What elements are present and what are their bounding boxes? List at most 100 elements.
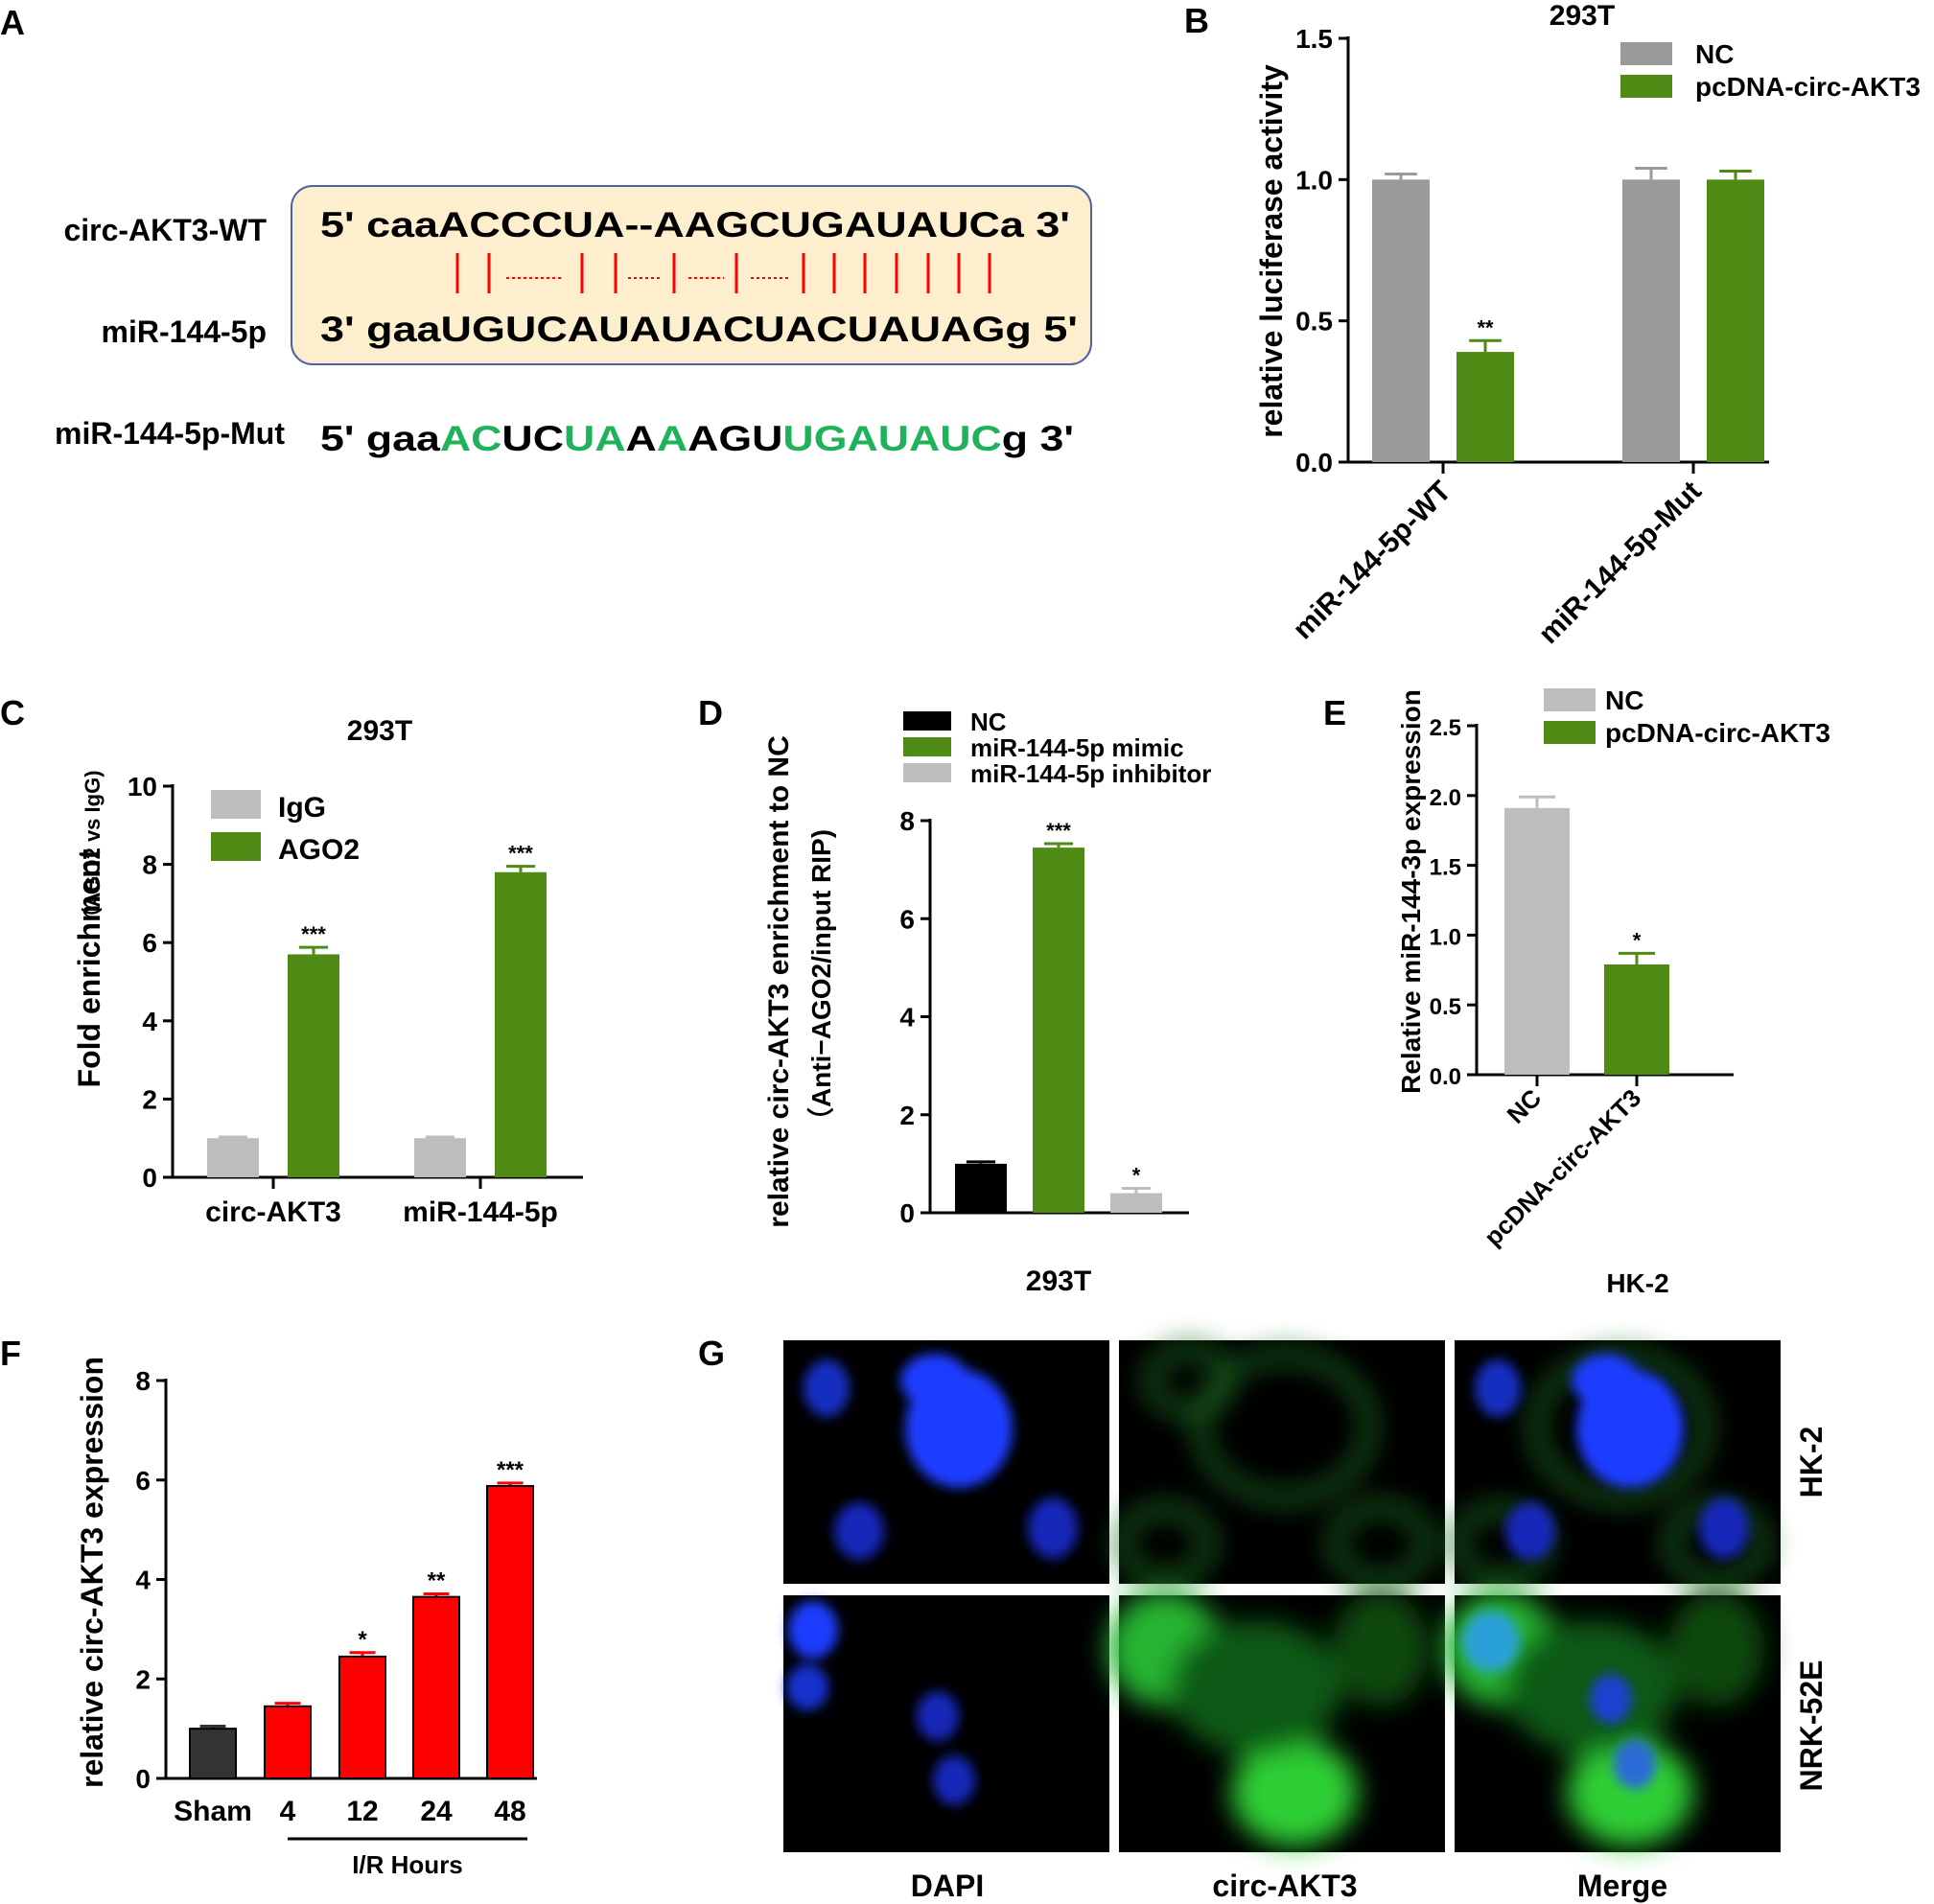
y-axis-subtitle: （AGO2 vs IgG) <box>81 770 105 928</box>
x-tick-label: miR-144-5p-Mut <box>1533 476 1708 650</box>
bar-outline <box>486 1484 534 1779</box>
y-tick-label: 6 <box>142 928 157 958</box>
y-tick-label: 2 <box>135 1664 151 1694</box>
y-tick-label: 1.5 <box>1430 855 1461 881</box>
legend-swatch <box>903 737 951 756</box>
y-tick-label: 0.0 <box>1295 448 1333 477</box>
bar <box>1372 179 1430 463</box>
bar-outline <box>338 1655 386 1779</box>
panel-label-c: C <box>0 693 25 732</box>
chart-e-mir-expression: 0.00.51.01.52.02.5NC*pcDNA-circ-AKT3NCpc… <box>1396 685 1830 1298</box>
panel-g: DAPI circ-AKT3 Merge HK-2 NRK-52E <box>783 1340 1829 1903</box>
legend-swatch <box>1620 75 1672 98</box>
y-axis-title: relative circ-AKT3 enrichment to NC <box>763 735 795 1227</box>
panel-label-g: G <box>698 1334 725 1373</box>
mutated-bases: UGAUAUC <box>782 419 1001 458</box>
sequence-mir-144-5p-mut: 5' gaa AC UC UA A A AGU UGAUAUC g 3' <box>320 419 1074 458</box>
bar-outline <box>189 1728 237 1779</box>
y-tick-label: 2.0 <box>1430 785 1461 811</box>
significance-marker: *** <box>301 922 326 946</box>
column-label-dapi: DAPI <box>911 1869 984 1903</box>
column-label-circ-akt3: circ-AKT3 <box>1212 1869 1357 1903</box>
y-tick-label: 4 <box>899 1003 915 1033</box>
x-axis-title: I/R Hours <box>352 1850 463 1879</box>
bar <box>339 1656 385 1778</box>
sequence-segment: 3' gaaUGUCAUAUACUACUAUAGg 5' <box>320 310 1078 349</box>
bar <box>1110 1193 1162 1213</box>
y-tick-label: 6 <box>135 1466 151 1496</box>
panel-label-d: D <box>698 693 723 732</box>
y-tick-label: 0.5 <box>1295 307 1333 337</box>
y-tick-label: 4 <box>135 1566 151 1595</box>
legend-label: pcDNA-circ-AKT3 <box>1605 718 1830 748</box>
bar <box>207 1138 259 1177</box>
y-tick-label: 10 <box>128 772 157 801</box>
legend-label: IgG <box>278 792 326 824</box>
x-tick-label: Sham <box>174 1796 252 1827</box>
binding-site-box <box>291 185 1092 365</box>
significance-marker: *** <box>497 1457 524 1483</box>
bar <box>955 1163 1007 1213</box>
bar <box>265 1706 311 1778</box>
y-tick-label: 0.5 <box>1430 994 1461 1020</box>
bar <box>495 871 547 1177</box>
mutated-bases: A <box>657 419 687 458</box>
bar <box>1622 179 1680 463</box>
significance-marker: * <box>358 1627 367 1653</box>
micrograph-nrk52e-dapi <box>783 1595 1109 1852</box>
legend-swatch <box>903 763 951 782</box>
x-tick-label: 12 <box>346 1796 378 1827</box>
row-label-nrk52e: NRK-52E <box>1794 1660 1829 1792</box>
legend-label: miR-144-5p inhibitor <box>970 759 1211 788</box>
row-label-hk2: HK-2 <box>1794 1427 1829 1498</box>
significance-marker: *** <box>1046 819 1071 843</box>
row-label-mir-144-5p: miR-144-5p <box>102 314 268 349</box>
y-tick-label: 0.0 <box>1430 1064 1461 1090</box>
micrograph-nrk52e-merge <box>1443 1591 1781 1852</box>
micrograph-hk2-dapi <box>783 1340 1109 1584</box>
legend-label: NC <box>1695 39 1734 69</box>
x-axis-title: HK-2 <box>1606 1268 1668 1298</box>
row-label-mir-144-5p-mut: miR-144-5p-Mut <box>55 416 285 451</box>
chart-title: 293T <box>347 715 412 747</box>
x-tick-label: miR-144-5p <box>403 1196 558 1228</box>
y-tick-label: 6 <box>899 904 915 934</box>
y-axis-subtitle: （Anti−AGO2/input RIP) <box>805 829 836 1134</box>
y-tick-label: 0 <box>142 1163 157 1193</box>
bar <box>413 1596 459 1778</box>
panel-label-a: A <box>0 3 25 42</box>
significance-marker: * <box>1633 928 1642 952</box>
y-tick-label: 4 <box>142 1007 157 1036</box>
y-tick-label: 1.5 <box>1295 24 1333 54</box>
y-tick-label: 2.5 <box>1430 715 1461 741</box>
y-axis-title: relative luciferase activity <box>1254 64 1289 438</box>
micrograph-nrk52e-circ-akt3 <box>1107 1591 1445 1852</box>
x-tick-label: miR-144-5p-WT <box>1287 476 1457 646</box>
micrograph-hk2-circ-akt3 <box>1114 1340 1445 1587</box>
bar <box>1033 848 1084 1213</box>
y-tick-label: 1.0 <box>1430 924 1461 950</box>
panel-label-f: F <box>0 1334 21 1373</box>
x-axis-title: 293T <box>1026 1265 1091 1297</box>
micrograph-hk2-merge <box>1450 1340 1781 1587</box>
legend-swatch <box>211 790 261 819</box>
legend-swatch <box>1620 42 1672 65</box>
x-tick-label: circ-AKT3 <box>205 1196 341 1228</box>
y-tick-label: 8 <box>899 806 915 836</box>
y-tick-label: 1.0 <box>1295 165 1333 195</box>
bar <box>1456 352 1514 462</box>
panel-label-b: B <box>1184 1 1209 40</box>
sequence-circ-akt3-wt: 5' caaACCCUA--AAGCUGAUAUCa 3' <box>320 205 1070 244</box>
x-tick-label: 4 <box>280 1796 296 1827</box>
sequence-segment: UC <box>501 419 564 458</box>
bar <box>1604 964 1669 1075</box>
legend-swatch <box>1544 688 1596 711</box>
panel-a: circ-AKT3-WT miR-144-5p miR-144-5p-Mut 5… <box>55 185 1092 458</box>
bar <box>414 1138 466 1177</box>
legend-label: AGO2 <box>278 834 360 866</box>
y-tick-label: 0 <box>135 1764 151 1794</box>
x-tick-label: NC <box>1501 1083 1547 1129</box>
bar-outline <box>412 1595 460 1779</box>
